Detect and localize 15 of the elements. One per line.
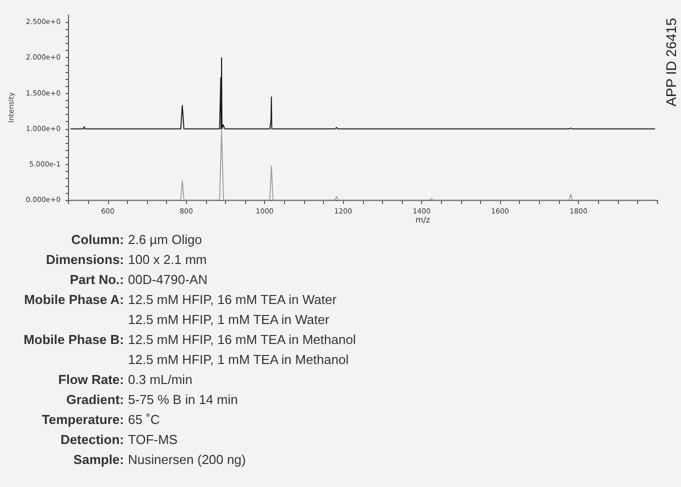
text: Sample: Nusinersen (200 ng) <box>72 451 246 469</box>
text: Dimensions: 100 x 2.1 mm <box>44 251 207 269</box>
text: Part No.: 00D-4790-AN <box>68 271 208 289</box>
text: 12.5 mM HFIP, 1 mM TEA in Methanol <box>128 351 349 369</box>
text: Mobile Phase B: 12.5 mM HFIP, 16 mM TEA in Methanol <box>22 331 356 349</box>
text: Mobile Phase A: 12.5 mM HFIP, 16 mM TEA in Water <box>23 291 337 309</box>
text: Temperature: 65 ˚C <box>40 411 160 429</box>
text: Detection: TOF-MS <box>59 431 178 449</box>
x-axis-title: m/z <box>415 215 430 224</box>
text: Flow Rate: 0.3 mL/min <box>57 371 192 389</box>
text: Gradient: 5-75 % B in 14 min <box>65 391 238 409</box>
line-series <box>70 57 656 130</box>
text: APP ID 26415 <box>663 18 679 106</box>
text: 12.5 mM HFIP, 1 mM TEA in Water <box>128 311 330 329</box>
text: Column: 2.6 µm Oligo <box>70 231 202 249</box>
